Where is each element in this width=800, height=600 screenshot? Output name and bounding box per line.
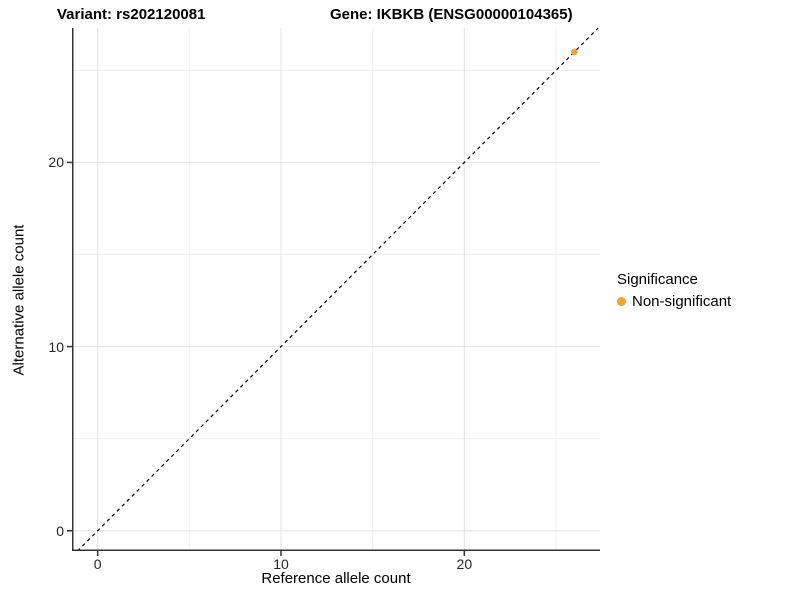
y-tick-label: 0	[56, 522, 64, 539]
legend-item: Non-significant	[617, 293, 731, 310]
variant-title: Variant: rs202120081	[57, 6, 206, 23]
legend-item-label: Non-significant	[632, 293, 732, 310]
y-tick-label: 10	[48, 338, 64, 355]
x-tick-label: 0	[93, 556, 102, 572]
plot-panel	[67, 27, 600, 556]
x-tick-label: 20	[456, 556, 473, 572]
x-tick-label: 10	[273, 556, 289, 572]
y-tick-label: 20	[48, 154, 64, 171]
gene-title: Gene: IKBKB (ENSG00000104365)	[330, 6, 573, 23]
identity-line	[77, 27, 599, 552]
plot-svg	[67, 27, 600, 556]
legend-title: Significance	[617, 271, 698, 288]
data-point	[571, 48, 578, 56]
legend-key-dot-icon	[617, 297, 626, 306]
x-axis-title: Reference allele count	[261, 570, 411, 587]
legend-items: Non-significant	[617, 293, 731, 310]
legend: Significance Non-significant	[617, 271, 731, 310]
